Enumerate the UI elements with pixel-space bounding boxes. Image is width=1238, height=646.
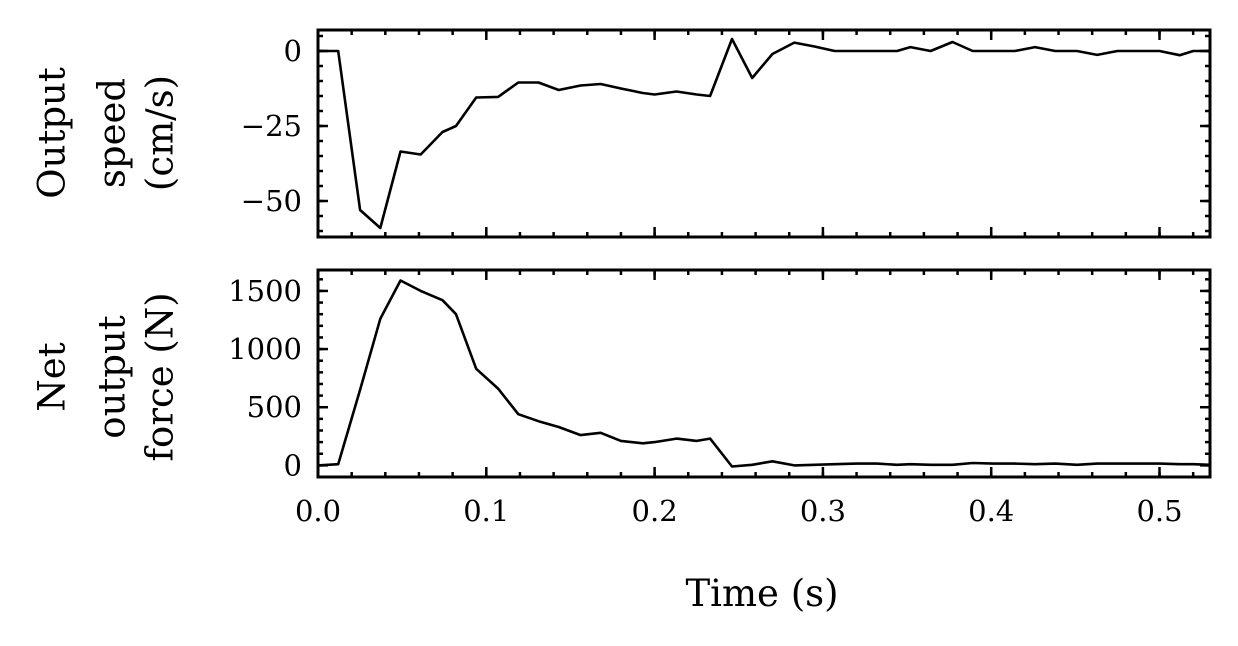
speed-panel: −50 −25 0 Output speed (cm/s) bbox=[31, 28, 1212, 239]
y-axis-label-line: Net bbox=[31, 342, 74, 411]
x-tick-label: 0.1 bbox=[463, 494, 509, 528]
plot-frame bbox=[316, 268, 1212, 479]
y-tick-label: 1500 bbox=[228, 274, 302, 308]
x-axis-label: Time (s) bbox=[685, 572, 838, 615]
y-axis-label-line: (cm/s) bbox=[139, 75, 182, 191]
y-tick-label: 500 bbox=[247, 390, 302, 424]
plot-frame bbox=[316, 28, 1212, 239]
y-axis-label-line: force (N) bbox=[139, 292, 182, 461]
y-tick-label: −50 bbox=[241, 184, 302, 218]
y-tick-label: 0 bbox=[284, 448, 302, 482]
y-tick-label: 1000 bbox=[228, 332, 302, 366]
force-panel: 0.0 0.1 0.2 0.3 0.4 0.5 0 500 1000 1500 Net output f… bbox=[31, 268, 1212, 528]
series-line-0 bbox=[318, 37, 1210, 230]
series-line-0 bbox=[317, 279, 1211, 468]
x-tick-label: 0.0 bbox=[295, 494, 341, 528]
x-tick-label: 0.5 bbox=[1136, 494, 1182, 528]
y-axis-label-line: Output bbox=[31, 67, 74, 199]
y-tick-label: 0 bbox=[284, 34, 302, 68]
x-tick-label: 0.4 bbox=[968, 494, 1014, 528]
y-axis-label-line: output bbox=[91, 315, 134, 438]
y-axis-label-line: speed bbox=[91, 78, 134, 188]
x-tick-label: 0.2 bbox=[632, 494, 678, 528]
y-tick-label: −25 bbox=[241, 109, 302, 143]
x-tick-label: 0.3 bbox=[800, 494, 846, 528]
